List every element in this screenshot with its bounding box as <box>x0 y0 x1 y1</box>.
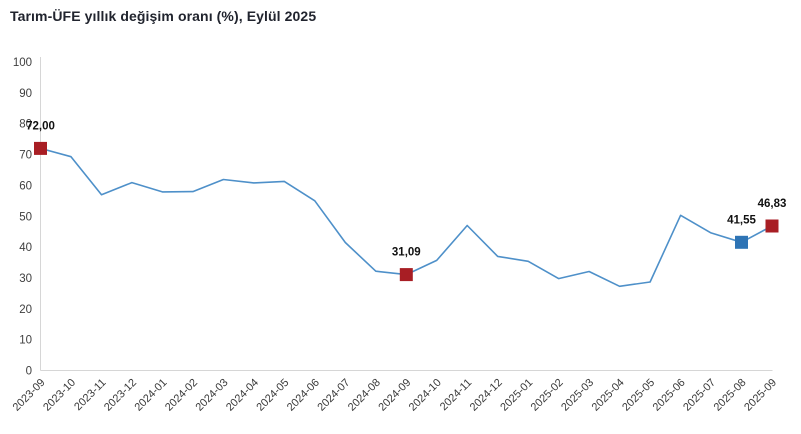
x-axis-tick-label: 2024-08 <box>346 377 383 414</box>
x-axis-tick-label: 2025-04 <box>590 377 627 414</box>
x-axis-tick-label: 2024-03 <box>193 377 230 414</box>
x-axis-tick-label: 2024-10 <box>407 377 444 414</box>
x-axis-tick-label: 2025-09 <box>742 377 779 414</box>
x-axis-tick-label: 2023-10 <box>41 377 78 414</box>
y-axis-tick-label: 20 <box>19 304 32 316</box>
y-axis-tick-label: 70 <box>19 150 32 162</box>
x-axis-tick-label: 2024-09 <box>376 377 413 414</box>
x-axis-tick-label: 2023-09 <box>11 377 48 414</box>
data-point-label-2023-09: 72,00 <box>26 120 55 132</box>
data-point-marker-2025-08[interactable] <box>735 235 748 249</box>
x-axis-tick-label: 2023-12 <box>102 377 139 414</box>
x-axis-tick-label: 2024-12 <box>468 377 505 414</box>
x-axis-tick-label: 2025-08 <box>712 377 749 414</box>
x-axis-tick-label: 2025-06 <box>651 377 688 414</box>
y-axis-tick-label: 90 <box>19 88 32 100</box>
x-axis-tick-label: 2024-05 <box>254 377 291 414</box>
x-axis-tick-label: 2025-02 <box>529 377 566 414</box>
x-axis-tick-label: 2025-03 <box>559 377 596 414</box>
data-point-marker-2024-09[interactable] <box>399 268 413 282</box>
chart-title: Tarım-ÜFE yıllık değişim oranı (%), Eylü… <box>10 8 317 24</box>
series-line <box>39 147 773 288</box>
data-point-label-2025-09: 46,83 <box>758 198 787 210</box>
x-axis-tick-label: 2024-07 <box>315 377 352 414</box>
x-axis-tick-label: 2024-06 <box>285 377 322 414</box>
y-axis-tick-label: 60 <box>19 180 32 192</box>
x-axis-tick-label: 2025-01 <box>498 377 535 414</box>
y-axis-tick-label: 0 <box>26 366 32 378</box>
data-point-marker-2025-09[interactable] <box>765 219 779 233</box>
y-axis-tick-label: 100 <box>13 57 32 69</box>
x-axis-tick-label: 2024-02 <box>163 377 200 414</box>
x-axis-tick-label: 2024-04 <box>224 377 261 414</box>
y-axis-tick-label: 80 <box>19 119 32 131</box>
x-axis-tick-label: 2024-01 <box>132 377 169 414</box>
data-point-marker-2023-09[interactable] <box>34 141 47 155</box>
x-axis-tick-label: 2025-07 <box>681 377 718 414</box>
data-point-label-2024-09: 31,09 <box>392 247 421 259</box>
y-axis-tick-label: 30 <box>19 273 32 285</box>
y-axis-tick-label: 40 <box>19 242 32 254</box>
y-axis-tick-label: 10 <box>19 335 32 347</box>
data-point-label-2025-08: 41,55 <box>727 214 756 226</box>
x-axis-tick-label: 2025-05 <box>620 377 657 414</box>
y-axis-tick-label: 50 <box>19 211 32 223</box>
